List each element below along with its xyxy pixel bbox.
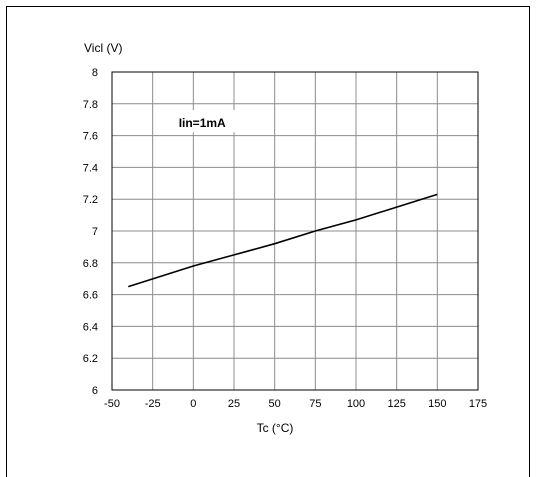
y-tick-label-1: 6.2 [83,353,98,365]
y-tick-label-10: 8 [92,67,98,79]
y-tick-label-4: 6.8 [83,258,98,270]
annotation-box: Iin=1mA [173,110,238,133]
y-tick-label-7: 7.4 [83,162,98,174]
y-tick-label-9: 7.8 [83,99,98,111]
series-line-0 [128,193,438,288]
grid [112,72,478,390]
y-tick-label-3: 6.6 [83,290,98,302]
annotation-background [173,110,238,133]
y-tick-label-0: 6 [92,385,98,397]
annotation-label: Iin=1mA [179,116,226,130]
y-tick-label-8: 7.6 [83,131,98,143]
x-tick-label-1: -25 [145,398,161,410]
x-tick-label-5: 75 [309,398,321,410]
y-tick-label-6: 7.2 [83,194,98,206]
x-axis-title: Tc (°C) [257,421,294,435]
y-axis-title: Vicl (V) [84,41,122,55]
plot-border [111,71,479,391]
x-tick-labels: -50 -25 0 25 50 75 100 125 150 175 [104,398,487,410]
x-tick-label-4: 50 [269,398,281,410]
x-tick-label-7: 125 [387,398,405,410]
y-tick-label-2: 6.4 [83,321,98,333]
x-tick-label-0: -50 [104,398,120,410]
series-group [128,193,438,288]
y-tick-label-5: 7 [92,226,98,238]
x-tick-label-3: 25 [228,398,240,410]
chart-frame [6,6,530,477]
x-tick-label-2: 0 [190,398,196,410]
x-tick-label-8: 150 [428,398,446,410]
x-tick-label-6: 100 [347,398,365,410]
x-tick-label-9: 175 [469,398,487,410]
y-tick-labels: 6 6.2 6.4 6.6 6.8 7 7.2 7.4 7.6 7.8 8 [83,67,98,397]
